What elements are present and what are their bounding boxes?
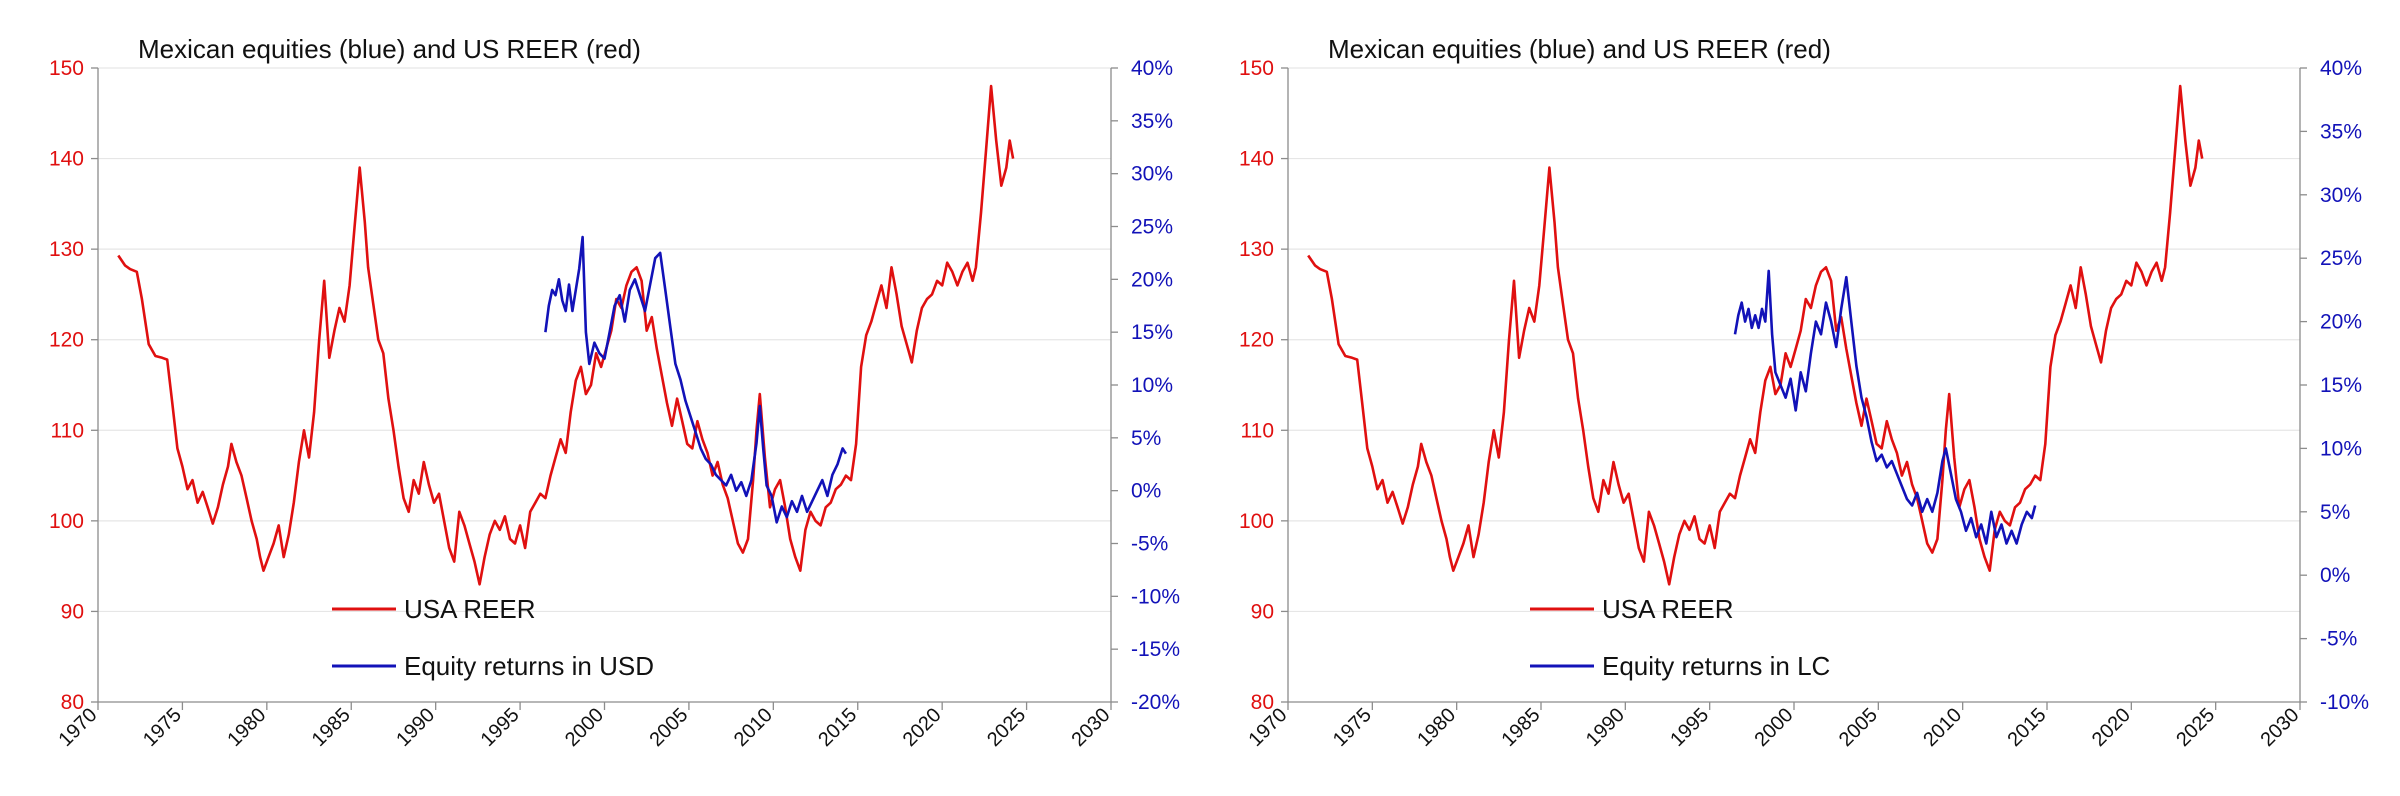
series-line-reer	[117, 84, 1015, 586]
right-tick-label: 25%	[2320, 247, 2362, 270]
right-tick-label: 0%	[1131, 480, 1161, 503]
right-axis-ticks: -20% -15% -10% -5% 0% 5% 10% 15% 20% 25% 30% 35% 40%	[1131, 57, 1180, 714]
right-tick-label: 30%	[2320, 184, 2362, 207]
left-tick-label: 130	[1239, 238, 1274, 261]
series-line-reer	[1307, 84, 2204, 586]
series-line-equity	[544, 235, 848, 524]
right-tick-label: -20%	[1131, 691, 1180, 714]
legend: USA REER Equity returns in USD	[332, 594, 654, 681]
right-tick-label: -15%	[1131, 638, 1180, 661]
series-lines	[117, 84, 1015, 586]
right-tick-label: 25%	[1131, 216, 1173, 239]
left-tick-label: 90	[1251, 600, 1274, 623]
axes	[1281, 67, 2307, 710]
left-tick-label: 150	[1239, 57, 1274, 80]
right-tick-label: 35%	[1131, 110, 1173, 133]
left-tick-label: 110	[51, 419, 84, 442]
chart-lc: Mexican equities (blue) and US REER (red…	[1239, 34, 2369, 751]
right-tick-label: 10%	[1131, 374, 1173, 397]
left-tick-label: 80	[1251, 691, 1274, 714]
left-tick-label: 120	[49, 329, 84, 352]
series-lines	[1307, 84, 2204, 586]
left-tick-label: 120	[1239, 329, 1274, 352]
left-tick-label: 150	[49, 57, 84, 80]
left-axis-ticks: 80 90 100 110 120 130 140 150	[1239, 57, 1274, 714]
left-tick-label: 90	[61, 600, 84, 623]
right-tick-label: 15%	[2320, 374, 2362, 397]
chart-title: Mexican equities (blue) and US REER (red…	[138, 34, 641, 64]
right-tick-label: 5%	[2320, 501, 2350, 524]
right-tick-label: -10%	[1131, 585, 1180, 608]
legend-label-equity: Equity returns in LC	[1602, 651, 1830, 681]
legend: USA REER Equity returns in LC	[1530, 594, 1830, 681]
left-axis-ticks: 80 90 100 110 120 130 140 150	[49, 57, 84, 714]
chart-title: Mexican equities (blue) and US REER (red…	[1328, 34, 1831, 64]
gridlines	[1288, 67, 2300, 613]
right-tick-label: -5%	[1131, 533, 1168, 556]
left-tick-label: 140	[49, 148, 84, 171]
right-tick-label: 40%	[2320, 57, 2362, 80]
right-tick-label: -5%	[2320, 628, 2357, 651]
right-tick-label: 40%	[1131, 57, 1173, 80]
legend-label-equity: Equity returns in USD	[404, 651, 654, 681]
axes	[91, 67, 1118, 710]
right-tick-label: 35%	[2320, 120, 2362, 143]
right-tick-label: 20%	[2320, 311, 2362, 334]
series-line-equity	[1733, 269, 2037, 545]
right-tick-label: 20%	[1131, 268, 1173, 291]
legend-label-reer: USA REER	[1602, 594, 1734, 624]
left-tick-label: 100	[1239, 510, 1274, 533]
right-axis-ticks: -10% -5% 0% 5% 10% 15% 20% 25% 30% 35% 40%	[2320, 57, 2369, 714]
gridlines	[98, 67, 1111, 613]
left-tick-label: 100	[49, 510, 84, 533]
right-tick-label: -10%	[2320, 691, 2369, 714]
left-tick-label: 110	[1241, 419, 1274, 442]
left-tick-label: 140	[1239, 148, 1274, 171]
right-tick-label: 10%	[2320, 437, 2362, 460]
right-tick-label: 0%	[2320, 564, 2350, 587]
left-tick-label: 80	[61, 691, 84, 714]
right-tick-label: 5%	[1131, 427, 1161, 450]
legend-label-reer: USA REER	[404, 594, 536, 624]
left-tick-label: 130	[49, 238, 84, 261]
right-tick-label: 15%	[1131, 321, 1173, 344]
right-tick-label: 30%	[1131, 163, 1173, 186]
